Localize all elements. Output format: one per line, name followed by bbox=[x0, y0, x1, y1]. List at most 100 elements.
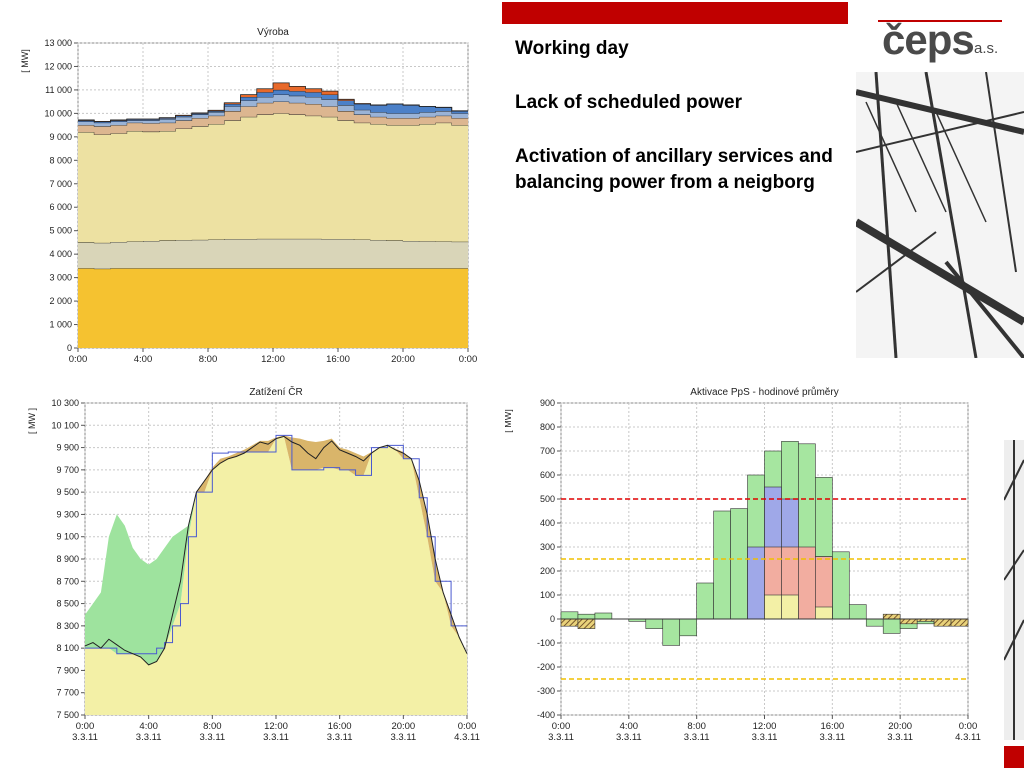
activation-green-bar bbox=[832, 551, 850, 620]
x-tick-date-label: 3.3.11 bbox=[548, 732, 574, 743]
x-tick-date-label: 4.3.11 bbox=[955, 732, 981, 743]
y-tick-label: 500 bbox=[540, 494, 555, 504]
steel-structure-photo-edge bbox=[1004, 440, 1024, 740]
y-tick-label: 8 100 bbox=[56, 643, 79, 653]
x-tick-date-label: 3.3.11 bbox=[72, 732, 98, 743]
y-tick-label: 13 000 bbox=[44, 38, 72, 48]
y-tick-label: 0 bbox=[550, 614, 555, 624]
activation-green-bar bbox=[577, 613, 596, 620]
x-tick-date-label: 3.3.11 bbox=[263, 732, 289, 743]
activation-green-bar bbox=[865, 618, 884, 627]
y-tick-label: 10 300 bbox=[51, 398, 79, 408]
x-tick-label: 16:00 bbox=[328, 721, 352, 732]
y-axis-label: [ MW ] bbox=[27, 408, 37, 434]
aktivace-chart: Aktivace PpS - hodinové průměry [ MW] -400… bbox=[505, 386, 981, 743]
load-deviation-green-area bbox=[85, 492, 197, 665]
y-tick-label: 7 000 bbox=[49, 179, 72, 189]
y-tick-label: 300 bbox=[540, 542, 555, 552]
y-tick-label: 8 500 bbox=[56, 599, 79, 609]
y-tick-label: -300 bbox=[537, 686, 555, 696]
activation-yellow-bar bbox=[815, 606, 833, 620]
y-tick-label: 0 bbox=[67, 343, 72, 353]
x-tick-label: 12:00 bbox=[264, 721, 288, 732]
y-axis-label: [ MW] bbox=[20, 49, 30, 73]
y-tick-label: 900 bbox=[540, 398, 555, 408]
x-tick-label: 16:00 bbox=[820, 721, 844, 732]
y-tick-label: 800 bbox=[540, 422, 555, 432]
y-axis-label: [ MW] bbox=[505, 409, 513, 433]
x-tick-date-label: 3.3.11 bbox=[616, 732, 642, 743]
x-tick-label: 8:00 bbox=[199, 354, 218, 365]
x-tick-date-label: 3.3.11 bbox=[199, 732, 225, 743]
x-tick-label: 0:00 bbox=[552, 721, 571, 732]
x-tick-label: 0:00 bbox=[458, 721, 477, 732]
x-tick-date-label: 3.3.11 bbox=[819, 732, 845, 743]
activation-hatched-bar bbox=[560, 618, 579, 627]
y-tick-label: 10 000 bbox=[44, 108, 72, 118]
y-tick-label: 9 000 bbox=[49, 132, 72, 142]
y-tick-label: -200 bbox=[537, 662, 555, 672]
x-tick-date-label: 3.3.11 bbox=[752, 732, 778, 743]
x-tick-date-label: 3.3.11 bbox=[390, 732, 416, 743]
y-tick-label: 5 000 bbox=[49, 226, 72, 236]
corner-accent bbox=[1004, 746, 1024, 768]
x-tick-label: 0:00 bbox=[69, 354, 88, 365]
x-tick-date-label: 3.3.11 bbox=[887, 732, 913, 743]
logo-accent-line bbox=[878, 20, 1002, 22]
planned-load-line bbox=[85, 434, 467, 655]
x-tick-label: 8:00 bbox=[203, 721, 222, 732]
x-tick-label: 4:00 bbox=[620, 721, 639, 732]
activation-hatched-bar bbox=[950, 618, 969, 627]
activation-green-bar bbox=[679, 618, 697, 637]
y-tick-label: 12 000 bbox=[44, 61, 72, 71]
slide-text: Working day Lack of scheduled power Acti… bbox=[515, 36, 855, 224]
slide-line-2: Lack of scheduled power bbox=[515, 92, 742, 113]
chart-title: Aktivace PpS - hodinové průměry bbox=[690, 386, 838, 398]
vyroba-chart: Výroba [ MW] 0 1 000 2 000 3 000 4 000 5 000 6 0… bbox=[20, 27, 478, 365]
production-area-layer bbox=[78, 238, 468, 269]
y-tick-label: 8 900 bbox=[56, 554, 79, 564]
chart-title: Výroba bbox=[257, 27, 289, 38]
y-tick-label: 9 300 bbox=[56, 509, 79, 519]
x-tick-date-label: 3.3.11 bbox=[136, 732, 162, 743]
x-tick-label: 8:00 bbox=[687, 721, 706, 732]
activation-salmon-bar bbox=[798, 546, 816, 620]
y-tick-label: 200 bbox=[540, 566, 555, 576]
production-area-layer bbox=[78, 268, 468, 348]
y-tick-label: 3 000 bbox=[49, 273, 72, 283]
x-tick-label: 20:00 bbox=[391, 721, 415, 732]
y-tick-label: 8 000 bbox=[49, 155, 72, 165]
x-tick-date-label: 3.3.11 bbox=[684, 732, 710, 743]
activation-green-bar bbox=[713, 510, 731, 620]
activation-yellow-bar bbox=[764, 594, 782, 620]
activation-green-bar bbox=[560, 611, 579, 620]
y-tick-label: 400 bbox=[540, 518, 555, 528]
y-tick-label: 8 700 bbox=[56, 576, 79, 586]
activation-green-bar bbox=[882, 618, 901, 634]
ceps-logo: čeps a.s. bbox=[868, 12, 1018, 68]
x-tick-label: 20:00 bbox=[391, 354, 415, 365]
x-tick-date-label: 3.3.11 bbox=[327, 732, 353, 743]
y-tick-label: 9 700 bbox=[56, 465, 79, 475]
x-tick-date-label: 4.3.11 bbox=[454, 732, 480, 743]
production-area-layer bbox=[78, 89, 468, 123]
y-tick-label: 100 bbox=[540, 590, 555, 600]
activation-hatched-bar bbox=[882, 613, 901, 620]
y-tick-label: 11 000 bbox=[45, 85, 72, 95]
activation-green-bar bbox=[730, 508, 748, 620]
zatizeni-chart: Zatížení ČR [ MW ] 7 500 7 700 7 900 8 100 8 3… bbox=[27, 385, 480, 743]
activation-green-bar bbox=[848, 604, 867, 620]
x-tick-label: 0:00 bbox=[959, 721, 978, 732]
x-tick-label: 4:00 bbox=[139, 721, 158, 732]
x-tick-label: 4:00 bbox=[134, 354, 153, 365]
activation-yellow-bar bbox=[781, 594, 799, 620]
y-tick-label: -100 bbox=[537, 638, 555, 648]
logo-suffix: a.s. bbox=[974, 40, 999, 57]
x-tick-label: 0:00 bbox=[459, 354, 478, 365]
activation-hatched-bar bbox=[933, 618, 952, 627]
activation-green-bar bbox=[662, 618, 681, 646]
production-layer-edge bbox=[78, 82, 468, 122]
y-tick-label: 6 000 bbox=[49, 202, 72, 212]
y-tick-label: 9 900 bbox=[56, 443, 79, 453]
logo-text: čeps bbox=[882, 16, 975, 63]
